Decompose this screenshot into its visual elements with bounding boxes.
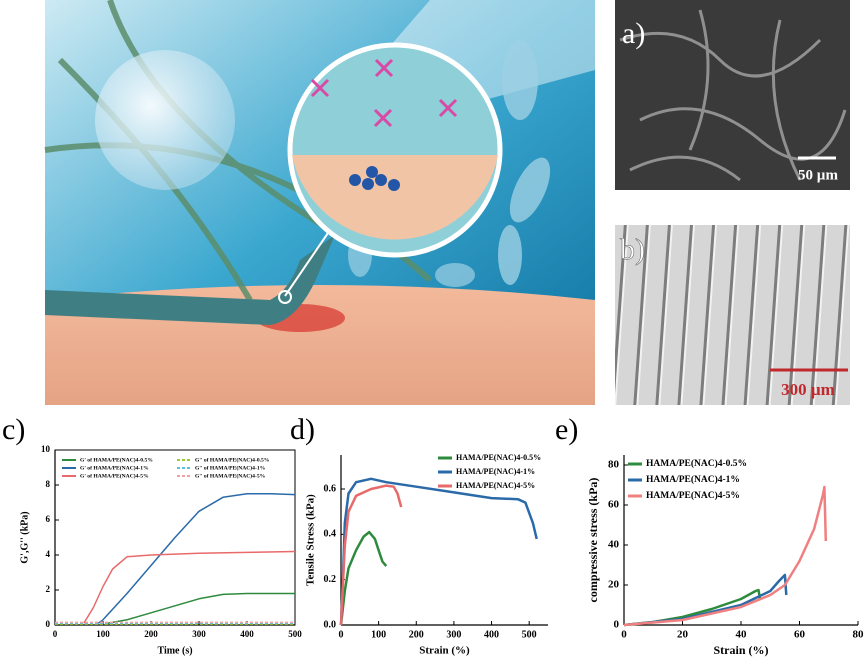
sem-image-a: a) 50 µm	[615, 0, 850, 190]
legend-label: HAMA/PE(NAC)4-0.5%	[646, 458, 747, 469]
panel-label: a)	[622, 17, 645, 50]
data-line	[341, 486, 401, 625]
data-line	[84, 552, 295, 624]
data-line	[341, 479, 537, 625]
x-tick-label: 20	[677, 629, 689, 641]
y-axis-label: G',G'' (kPa)	[19, 511, 30, 563]
scale-bar-label: 300 µm	[781, 380, 835, 399]
x-tick-label: 40	[736, 629, 748, 641]
data-line	[624, 575, 786, 625]
y-tick-label: 10	[41, 444, 51, 454]
y-tick-label: 40	[608, 539, 620, 551]
sem-image-b: b) 300 µm	[615, 225, 850, 405]
x-tick-label: 80	[853, 629, 864, 641]
legend-label: G' of HAMA/PE(NAC)4-5%	[80, 472, 149, 479]
y-axis-label: Tensile Stress (kPa)	[305, 494, 317, 586]
x-tick-label: 60	[794, 629, 806, 641]
data-line	[341, 532, 386, 625]
x-tick-label: 400	[484, 629, 499, 640]
x-tick-label: 0	[339, 629, 344, 640]
x-axis-label: Time (s)	[157, 645, 192, 656]
scale-bar-label: 50 µm	[798, 167, 838, 183]
illustration	[45, 0, 595, 405]
legend-label: HAMA/PE(NAC)4-5%	[456, 481, 535, 490]
legend-label: G'' of HAMA/PE(NAC)4-1%	[195, 464, 266, 471]
data-line	[108, 594, 295, 624]
x-tick-label: 300	[446, 629, 461, 640]
y-tick-label: 0.6	[324, 483, 337, 494]
x-tick-label: 0	[53, 629, 58, 639]
data-line	[98, 494, 295, 624]
x-axis-label: Strain (%)	[714, 643, 769, 657]
panel-label: d)	[290, 413, 315, 446]
y-tick-label: 0	[46, 619, 51, 629]
legend-label: HAMA/PE(NAC)4-1%	[456, 467, 535, 476]
x-tick-label: 500	[288, 629, 302, 639]
y-tick-label: 0.2	[324, 574, 337, 585]
y-tick-label: 4	[46, 549, 51, 559]
y-tick-label: 8	[46, 479, 51, 489]
x-tick-label: 100	[96, 629, 110, 639]
panel-label: c)	[2, 413, 25, 446]
legend-label: G' of HAMA/PE(NAC)4-1%	[80, 464, 149, 471]
legend-label: G'' of HAMA/PE(NAC)4-5%	[195, 472, 266, 479]
y-tick-label: 2	[46, 584, 51, 594]
legend-label: HAMA/PE(NAC)4-1%	[646, 474, 740, 485]
panel-label: e)	[555, 413, 578, 446]
x-tick-label: 100	[371, 629, 386, 640]
panel-label: b)	[620, 233, 645, 266]
y-tick-label: 0	[614, 619, 620, 631]
x-tick-label: 0	[621, 629, 627, 641]
y-tick-label: 0.0	[324, 619, 337, 630]
y-tick-label: 0.4	[324, 529, 337, 540]
y-tick-label: 60	[608, 499, 620, 511]
legend-label: G'' of HAMA/PE(NAC)4-0.5%	[195, 456, 270, 463]
x-tick-label: 400	[240, 629, 254, 639]
y-tick-label: 80	[608, 459, 620, 471]
y-tick-label: 6	[46, 514, 51, 524]
y-axis-label: compressive stress (kPa)	[586, 478, 600, 603]
x-tick-label: 500	[522, 629, 537, 640]
x-tick-label: 200	[144, 629, 158, 639]
legend-label: HAMA/PE(NAC)4-5%	[646, 490, 740, 501]
x-tick-label: 300	[192, 629, 206, 639]
x-tick-label: 200	[409, 629, 424, 640]
y-tick-label: 20	[608, 579, 620, 591]
x-axis-label: Strain (%)	[419, 645, 470, 657]
legend-label: G' of HAMA/PE(NAC)4-0.5%	[80, 456, 153, 463]
legend-label: HAMA/PE(NAC)4-0.5%	[456, 453, 541, 462]
